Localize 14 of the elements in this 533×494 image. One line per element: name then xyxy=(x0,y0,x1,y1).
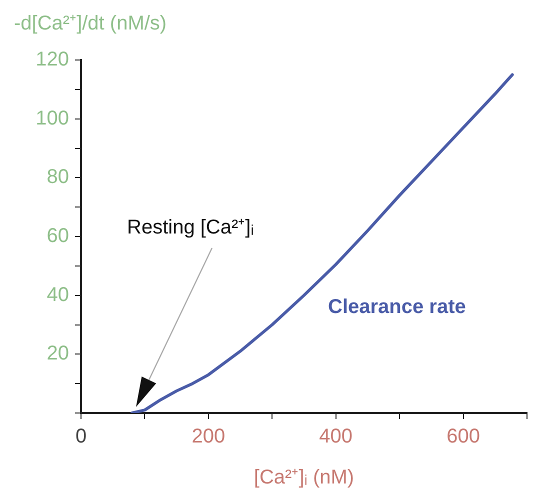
y-tick-label: 80 xyxy=(46,166,69,188)
y-tick-label: 40 xyxy=(46,284,69,306)
y-tick-label: 120 xyxy=(36,48,69,71)
x-axis-title: [Ca²⁺]ᵢ (nM) xyxy=(254,466,354,489)
x-tick-label: 200 xyxy=(192,426,226,448)
x-tick-label: 0 xyxy=(75,426,87,448)
annotation: Resting [Ca²⁺]ᵢ xyxy=(127,216,254,239)
y-axis-title: -d[Ca²⁺]/dt (nM/s) xyxy=(14,12,167,35)
x-tick-label: 400 xyxy=(319,426,353,448)
series-label: Clearance rate xyxy=(328,296,466,318)
y-tick-label: 20 xyxy=(46,342,69,365)
y-tick-label: 60 xyxy=(46,225,69,248)
y-tick-label: 100 xyxy=(36,107,69,130)
x-tick-label: 600 xyxy=(446,426,480,448)
